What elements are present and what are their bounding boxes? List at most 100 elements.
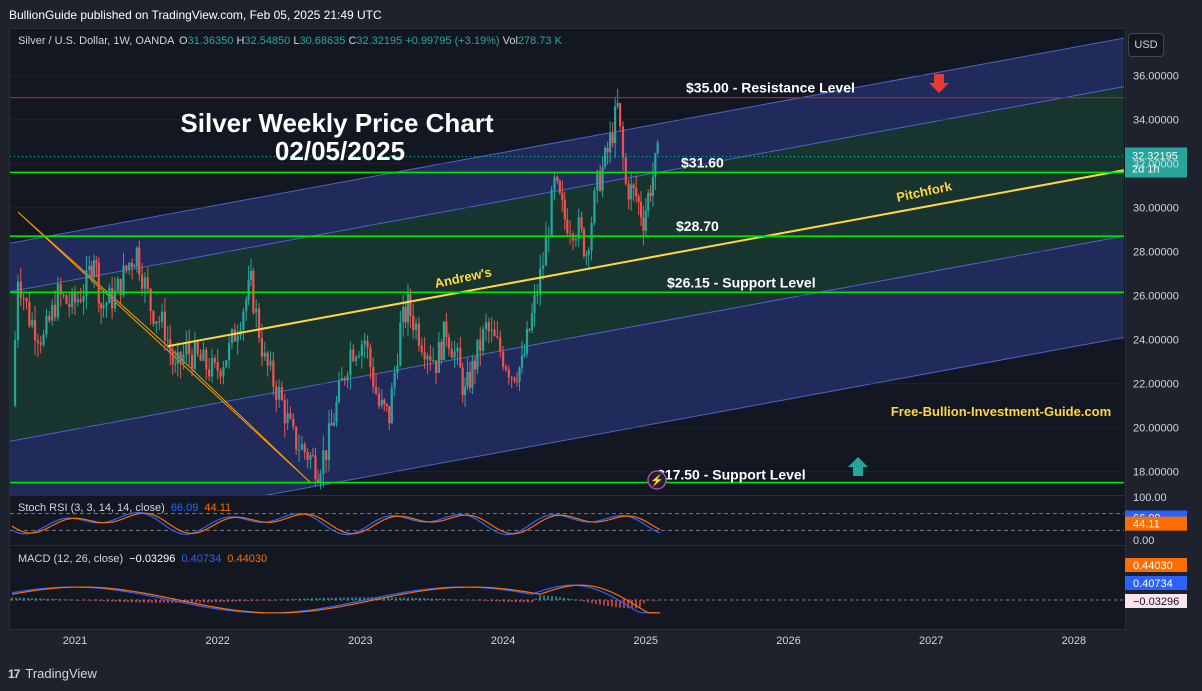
macd-histogram-bar <box>635 600 637 609</box>
macd-histogram-bar <box>607 600 609 607</box>
macd-histogram-bar <box>179 600 181 603</box>
candle-body <box>440 341 443 360</box>
macd-histogram-bar <box>599 600 601 605</box>
macd-histogram-bar <box>323 597 325 600</box>
macd-histogram-bar <box>535 598 537 600</box>
candle-body <box>133 266 136 268</box>
candle-body <box>245 299 248 312</box>
macd-histogram-bar <box>603 600 605 606</box>
macd-histogram-bar <box>83 600 85 601</box>
candle-body <box>558 180 561 193</box>
macd-histogram-bar <box>539 595 541 600</box>
macd-histogram-bar <box>519 600 521 603</box>
candle-body <box>149 288 152 311</box>
level-label: $28.70 <box>676 218 719 234</box>
pitchfork-median-line <box>167 169 1124 348</box>
macd-pane[interactable] <box>9 545 1126 630</box>
macd-histogram-bar <box>475 600 477 601</box>
macd-histogram-bar <box>451 599 453 600</box>
level-label: $35.00 - Resistance Level <box>686 80 855 96</box>
candle-body <box>621 126 625 158</box>
candle-body <box>574 239 577 241</box>
candle-body <box>48 315 51 321</box>
macd-histogram-bar <box>287 599 289 600</box>
macd-line-tag <box>1125 576 1187 590</box>
y-tick-label: 26.00000 <box>1133 291 1179 303</box>
y-tick-label: 28.00000 <box>1133 247 1179 259</box>
macd-histogram-bar <box>343 597 345 600</box>
macd-histogram-bar <box>247 600 249 602</box>
x-tick-label: 2023 <box>348 635 372 647</box>
macd-histogram-bar <box>523 600 525 603</box>
candle-body <box>236 335 239 342</box>
candle-body <box>56 283 59 318</box>
macd-histogram-bar <box>659 600 661 601</box>
y-tick-label: 34.00000 <box>1133 115 1179 127</box>
candle-body <box>188 342 191 355</box>
macd-histogram-bar <box>559 597 561 600</box>
candle-body <box>399 322 402 366</box>
candle-body <box>300 444 303 450</box>
candle-body <box>152 310 155 324</box>
candle-body <box>160 311 164 322</box>
macd-histogram-bar <box>331 597 333 600</box>
macd-histogram-bar <box>531 600 533 603</box>
candle-body <box>143 277 147 289</box>
candle-body <box>426 356 429 360</box>
macd-histogram-bar <box>467 600 469 601</box>
macd-histogram-bar <box>295 598 297 600</box>
candle-body <box>482 328 485 351</box>
currency-button[interactable]: USD <box>1128 33 1164 57</box>
candle-body <box>380 399 383 406</box>
candle-body <box>95 260 98 263</box>
candle-body <box>16 281 20 340</box>
candle-body <box>513 377 516 381</box>
candle-body <box>528 329 531 331</box>
macd-histogram-bar <box>255 600 257 601</box>
candle-body <box>116 278 119 291</box>
candle-body <box>28 301 31 326</box>
candle-body <box>539 268 542 295</box>
candle-body <box>85 270 88 297</box>
macd-histogram-bar <box>411 597 413 600</box>
candle-body <box>417 323 421 346</box>
candle-body <box>146 277 149 289</box>
candle-body <box>174 363 177 365</box>
tradingview-footer[interactable]: 17 TradingView <box>8 666 97 681</box>
candle-body <box>327 423 331 460</box>
candle-body <box>210 357 214 377</box>
macd-histogram-bar <box>651 600 653 601</box>
candle-body <box>219 370 222 377</box>
macd-histogram-bar <box>495 600 497 602</box>
candle-body <box>266 352 269 366</box>
stoch-k-legend: 66.09 <box>170 502 199 514</box>
candle-body <box>393 372 396 388</box>
candle-body <box>242 311 245 330</box>
y-tick-label: 32.00000 <box>1133 159 1179 171</box>
macd-histogram-bar <box>51 598 53 600</box>
candle-body <box>637 196 640 202</box>
macd-hist-tag-label: −0.03296 <box>1133 596 1179 608</box>
candle-body <box>105 303 108 306</box>
macd-histogram-bar <box>23 597 25 600</box>
y-tick-label: 20.00000 <box>1133 423 1179 435</box>
candle-body <box>179 352 182 364</box>
pitchfork-inner-band <box>10 86 1124 442</box>
candle-body <box>377 393 381 406</box>
last-price-tag <box>1125 147 1187 178</box>
macd-histogram-bar <box>71 599 73 601</box>
candle-body <box>459 347 462 368</box>
macd-histogram-bar <box>435 598 437 600</box>
lightning-glyph-icon: ⚡ <box>650 474 664 487</box>
low-label: L <box>293 35 300 47</box>
candle-body <box>25 298 28 302</box>
candle-body <box>113 290 117 309</box>
macd-histogram-bar <box>147 600 149 603</box>
candle-body <box>166 339 169 341</box>
candle-body <box>601 166 604 191</box>
macd-histogram-bar <box>415 597 417 600</box>
publisher-line: BullionGuide published on TradingView.co… <box>9 8 382 22</box>
candle-body <box>619 103 622 127</box>
